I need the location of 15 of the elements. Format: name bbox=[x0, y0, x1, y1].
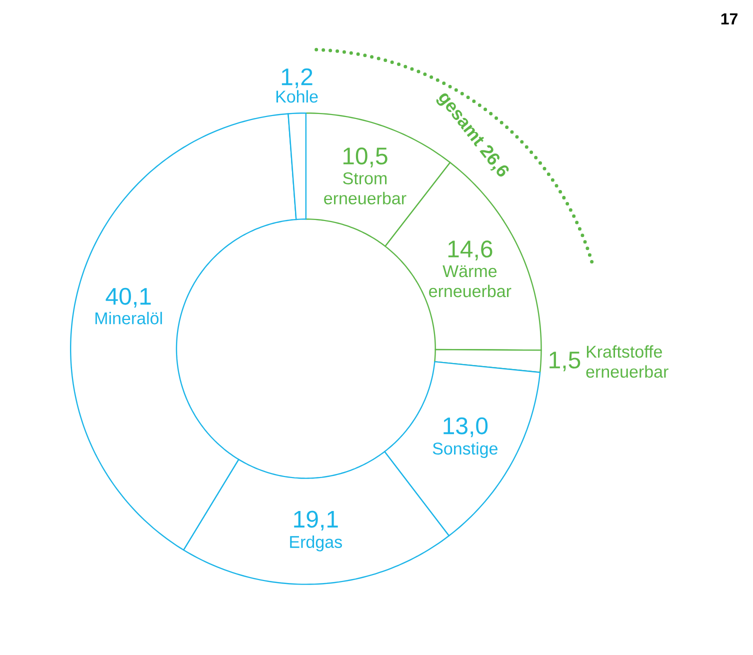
data-label: 13,0 bbox=[444, 417, 488, 438]
slice-label: Strom erneuerbar bbox=[324, 172, 406, 204]
data-label: 40,1 bbox=[106, 288, 151, 308]
data-label: 14,6 bbox=[448, 240, 492, 260]
data-label: 1,2 bbox=[282, 68, 312, 88]
slice-label: Sonstige bbox=[432, 442, 498, 458]
slice-label: Mineralöl bbox=[95, 312, 162, 324]
data-label: 1,5 bbox=[550, 352, 580, 372]
data-label: 10,5 bbox=[343, 148, 388, 168]
data-label: 19,1 bbox=[294, 510, 338, 531]
slice-label: Erdgas bbox=[290, 536, 342, 552]
slice-label: Kraftstoffe erneuerbar bbox=[586, 345, 668, 378]
slice-label: Wärme erneuerbar bbox=[429, 265, 512, 298]
slice-label: Kohle bbox=[276, 90, 318, 103]
text: 17 bbox=[721, 13, 738, 24]
